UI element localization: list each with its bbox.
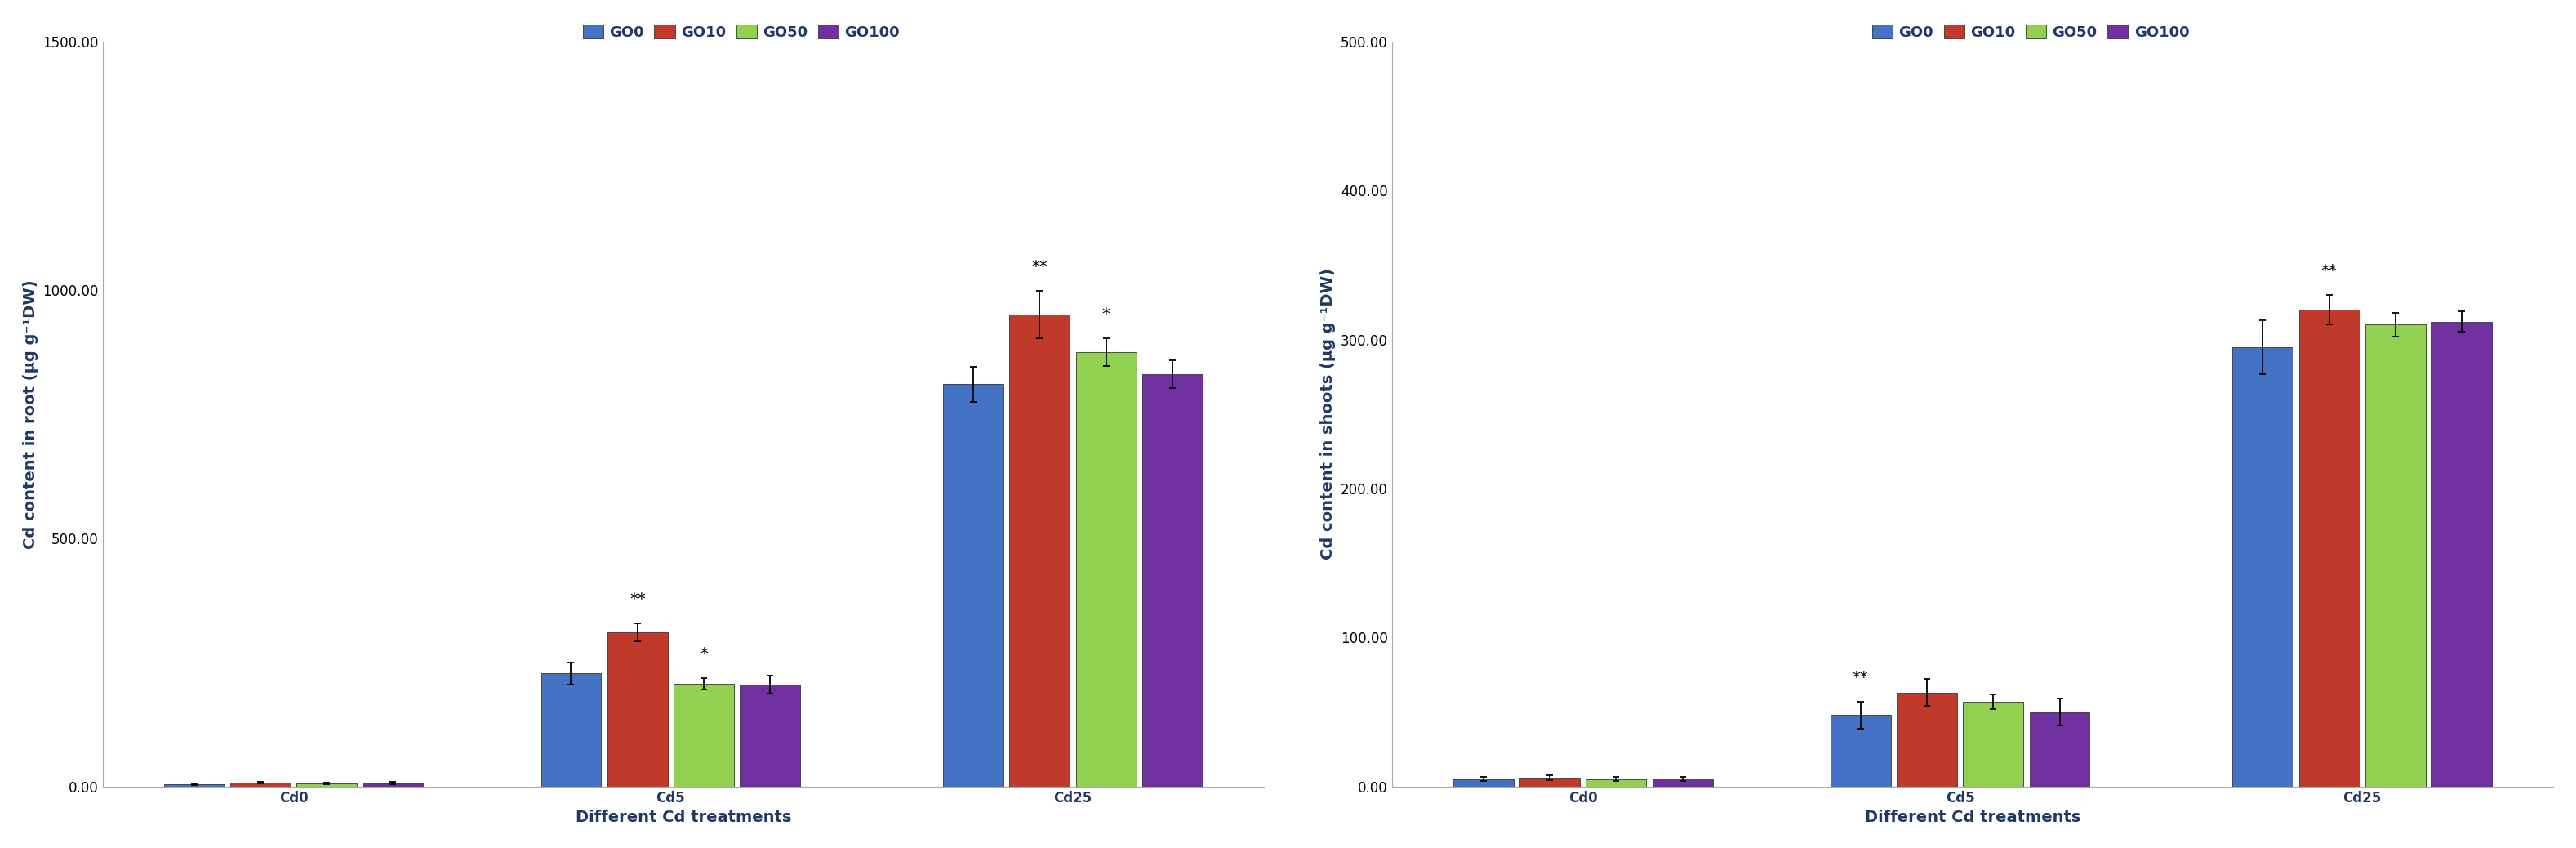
Bar xyxy=(1077,352,1136,787)
Bar xyxy=(1141,374,1203,787)
Bar xyxy=(2030,712,2089,787)
Bar xyxy=(363,783,422,787)
Bar xyxy=(943,384,1005,787)
Bar xyxy=(296,784,358,787)
Bar xyxy=(2298,310,2360,787)
Bar xyxy=(1587,779,1646,787)
Text: **: ** xyxy=(1030,259,1048,275)
Legend: GO0, GO10, GO50, GO100: GO0, GO10, GO50, GO100 xyxy=(577,19,907,46)
Y-axis label: Cd content in root (μg g⁻¹DW): Cd content in root (μg g⁻¹DW) xyxy=(23,279,39,549)
Bar xyxy=(1010,315,1069,787)
X-axis label: Different Cd treatments: Different Cd treatments xyxy=(574,810,791,825)
Bar xyxy=(2365,325,2427,787)
Text: **: ** xyxy=(2321,263,2336,278)
Text: *: * xyxy=(1103,306,1110,321)
Bar xyxy=(1832,715,1891,787)
Bar xyxy=(541,673,600,787)
Bar xyxy=(165,784,224,787)
Bar xyxy=(739,684,801,787)
Text: **: ** xyxy=(629,592,647,607)
Bar xyxy=(608,633,667,787)
Text: *: * xyxy=(701,646,708,661)
Y-axis label: Cd content in shoots (μg g⁻¹DW): Cd content in shoots (μg g⁻¹DW) xyxy=(1321,268,1337,560)
Bar xyxy=(1453,779,1515,787)
Bar xyxy=(1520,778,1579,787)
X-axis label: Different Cd treatments: Different Cd treatments xyxy=(1865,810,2081,825)
Bar xyxy=(1963,701,2022,787)
Bar xyxy=(2432,321,2491,787)
Bar xyxy=(1896,693,1958,787)
Legend: GO0, GO10, GO50, GO100: GO0, GO10, GO50, GO100 xyxy=(1865,19,2195,46)
Bar xyxy=(229,783,291,787)
Bar xyxy=(1651,779,1713,787)
Bar xyxy=(675,683,734,787)
Text: **: ** xyxy=(1852,670,1868,685)
Bar xyxy=(2233,347,2293,787)
